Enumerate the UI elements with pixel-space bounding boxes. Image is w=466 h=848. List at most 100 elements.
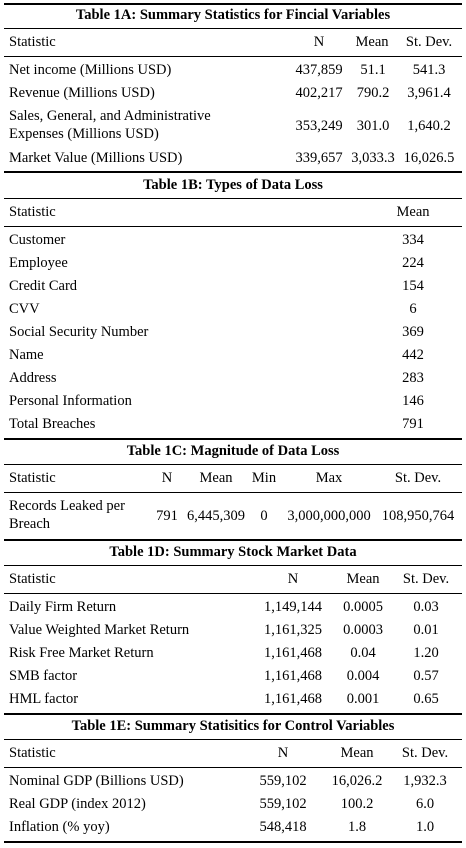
table-1b-header-mean: Mean — [396, 204, 430, 220]
row-label: Net income (Millions USD) — [9, 62, 172, 78]
table-1c-header-rule — [4, 492, 462, 493]
row-label: Inflation (% yoy) — [9, 819, 110, 835]
table-1d-header-mean: Mean — [346, 571, 380, 587]
row-n: 1,149,144 — [264, 599, 322, 615]
row-mean: 790.2 — [356, 85, 390, 101]
row-n: 339,657 — [295, 150, 343, 166]
row-n: 559,102 — [259, 773, 307, 789]
row-label: Social Security Number — [9, 324, 149, 340]
row-label: SMB factor — [9, 668, 78, 684]
table-1d-bottom-rule — [4, 713, 462, 715]
row-min: 0 — [260, 508, 268, 524]
row-label: Credit Card — [9, 278, 78, 294]
row-mean: 100.2 — [340, 796, 374, 812]
row-stdev: 6.0 — [415, 796, 435, 812]
table-1d-header-stdev: St. Dev. — [402, 571, 450, 587]
row-n: 1,161,468 — [264, 668, 322, 684]
row-mean: 1.8 — [347, 819, 367, 835]
table-1c-header-n: N — [161, 470, 173, 486]
row-mean: 283 — [402, 370, 424, 386]
table-1a-header-rule — [4, 56, 462, 57]
table-1c-header-max: Max — [315, 470, 343, 486]
table-1e-header-rule — [4, 767, 462, 768]
table-1a-header-stdev: St. Dev. — [405, 34, 453, 50]
row-label: Name — [9, 347, 44, 363]
row-stdev: 108,950,764 — [381, 508, 455, 524]
row-mean: 0.0005 — [343, 599, 383, 615]
row-label-line2: Breach — [9, 516, 51, 532]
row-mean: 0.04 — [350, 645, 376, 661]
table-1a-header-n: N — [313, 34, 325, 50]
row-n: 791 — [156, 508, 178, 524]
row-stdev: 1.0 — [415, 819, 435, 835]
table-1d-title-rule — [4, 565, 462, 566]
row-mean: 154 — [402, 278, 424, 294]
row-label-line1: Records Leaked per — [9, 498, 125, 514]
row-stdev: 1,640.2 — [407, 118, 451, 134]
row-stdev: 0.03 — [413, 599, 439, 615]
table-1a-top-rule — [4, 3, 462, 5]
table-1e-header-statistic: Statistic — [9, 745, 56, 761]
row-mean: 224 — [402, 255, 424, 271]
table-1b-header-statistic: Statistic — [9, 204, 56, 220]
row-mean: 6,445,309 — [187, 508, 245, 524]
table-1e-bottom-rule — [4, 841, 462, 843]
row-label: Employee — [9, 255, 68, 271]
table-1b-bottom-rule — [4, 438, 462, 440]
row-mean: 334 — [402, 232, 424, 248]
row-n: 1,161,325 — [264, 622, 322, 638]
row-label: HML factor — [9, 691, 79, 707]
table-1d-header-rule — [4, 593, 462, 594]
row-mean: 369 — [402, 324, 424, 340]
table-1b-title: Table 1B: Types of Data Loss — [143, 177, 323, 193]
row-stdev: 1,932.3 — [403, 773, 447, 789]
table-1c-header-mean: Mean — [199, 470, 233, 486]
row-label-line2: Expenses (Millions USD) — [9, 126, 159, 142]
table-1b-header-rule — [4, 226, 462, 227]
row-label: Market Value (Millions USD) — [9, 150, 183, 166]
table-1d-header-n: N — [287, 571, 299, 587]
row-stdev: 16,026.5 — [403, 150, 455, 166]
table-1b-title-rule — [4, 198, 462, 199]
row-label: Personal Information — [9, 393, 132, 409]
row-stdev: 3,961.4 — [407, 85, 451, 101]
table-1c-header-stdev: St. Dev. — [394, 470, 442, 486]
row-stdev: 0.57 — [413, 668, 439, 684]
row-mean: 301.0 — [356, 118, 390, 134]
row-n: 1,161,468 — [264, 691, 322, 707]
row-mean: 0.004 — [346, 668, 380, 684]
row-label-line1: Sales, General, and Administrative — [9, 108, 211, 124]
row-n: 437,859 — [295, 62, 343, 78]
row-label: Address — [9, 370, 57, 386]
table-1c-header-statistic: Statistic — [9, 470, 56, 486]
row-label: Customer — [9, 232, 66, 248]
row-n: 402,217 — [295, 85, 343, 101]
table-1e-header-mean: Mean — [340, 745, 374, 761]
row-mean: 0.001 — [346, 691, 380, 707]
row-n: 548,418 — [259, 819, 307, 835]
row-mean: 146 — [402, 393, 424, 409]
row-label: CVV — [9, 301, 40, 317]
row-label: Value Weighted Market Return — [9, 622, 190, 638]
row-label: Real GDP (index 2012) — [9, 796, 146, 812]
table-1d-header-statistic: Statistic — [9, 571, 56, 587]
row-mean: 51.1 — [360, 62, 386, 78]
table-1a-title-rule — [4, 28, 462, 29]
table-1a-title: Table 1A: Summary Statistics for Fincial… — [75, 7, 391, 23]
row-label: Risk Free Market Return — [9, 645, 154, 661]
row-n: 353,249 — [295, 118, 343, 134]
row-mean: 442 — [402, 347, 424, 363]
table-1e-header-n: N — [277, 745, 289, 761]
row-stdev: 0.01 — [413, 622, 439, 638]
table-1c-title: Table 1C: Magnitude of Data Loss — [126, 443, 340, 459]
row-mean: 791 — [402, 416, 424, 432]
row-mean: 3,033.3 — [351, 150, 395, 166]
row-n: 559,102 — [259, 796, 307, 812]
table-1e-title-rule — [4, 739, 462, 740]
table-1d-title: Table 1D: Summary Stock Market Data — [109, 544, 357, 560]
row-mean: 6 — [409, 301, 417, 317]
row-stdev: 541.3 — [412, 62, 446, 78]
table-1a-bottom-rule — [4, 171, 462, 173]
row-label: Nominal GDP (Billions USD) — [9, 773, 184, 789]
